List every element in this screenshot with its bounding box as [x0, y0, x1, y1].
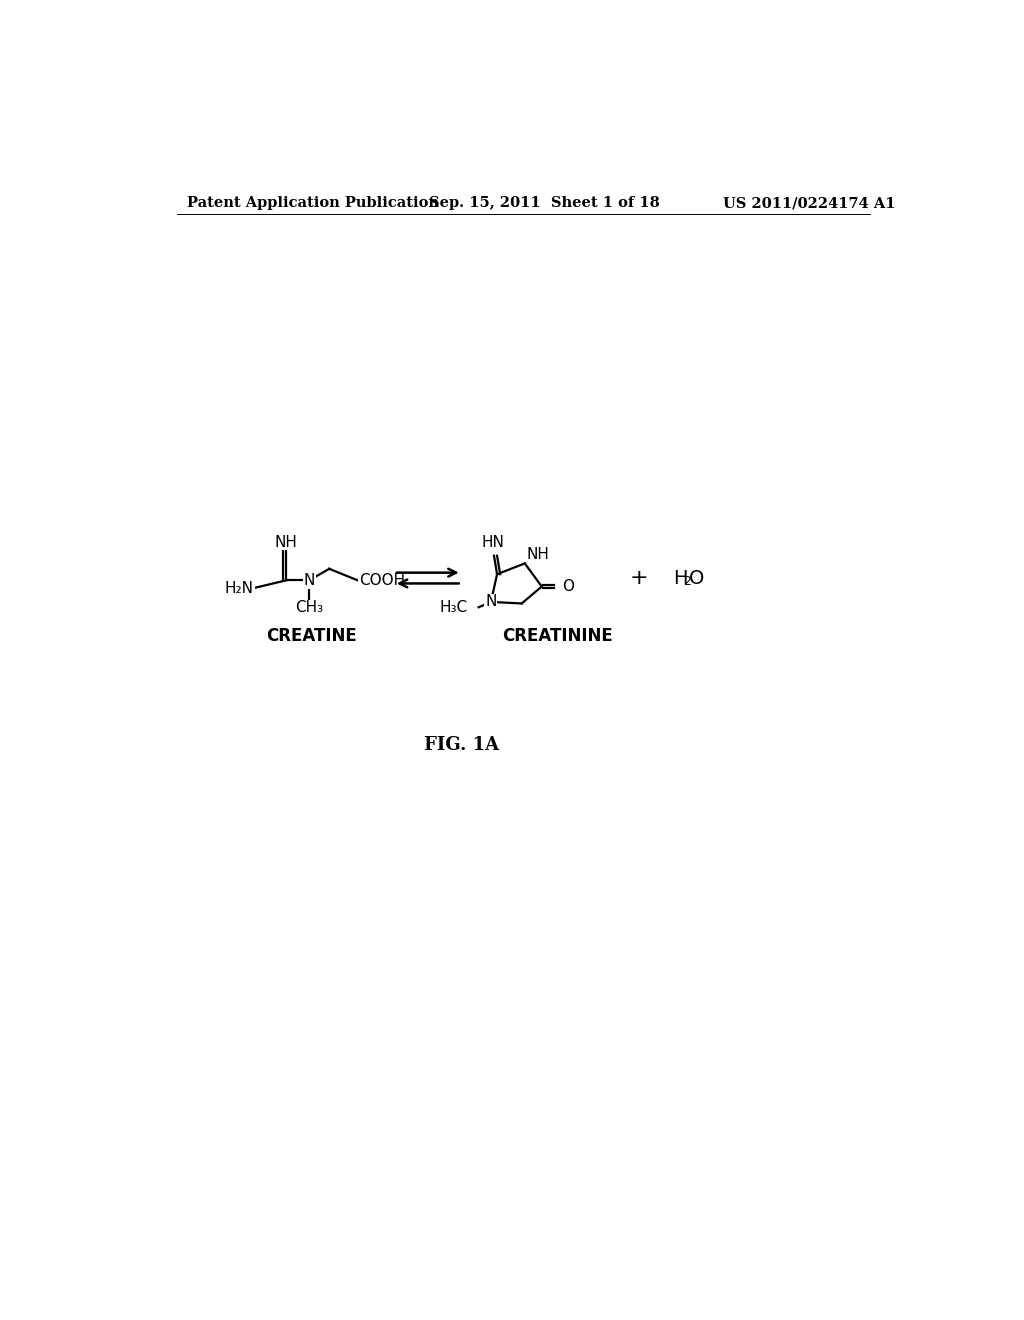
- Text: FIG. 1A: FIG. 1A: [424, 737, 500, 754]
- Text: O: O: [562, 579, 573, 594]
- Text: NH: NH: [526, 546, 549, 562]
- Text: Sep. 15, 2011  Sheet 1 of 18: Sep. 15, 2011 Sheet 1 of 18: [429, 197, 660, 210]
- Text: Patent Application Publication: Patent Application Publication: [186, 197, 438, 210]
- Text: US 2011/0224174 A1: US 2011/0224174 A1: [724, 197, 896, 210]
- Text: +: +: [630, 568, 648, 587]
- Text: N: N: [485, 594, 497, 610]
- Text: CREATININE: CREATININE: [503, 627, 613, 644]
- Text: NH: NH: [274, 535, 298, 549]
- Text: CH₃: CH₃: [295, 601, 324, 615]
- Text: COOH: COOH: [359, 573, 406, 587]
- Text: CREATINE: CREATINE: [266, 627, 357, 644]
- Text: O: O: [689, 569, 705, 587]
- Text: 2: 2: [683, 574, 690, 587]
- Text: H₂N: H₂N: [224, 581, 254, 595]
- Text: N: N: [303, 573, 315, 587]
- Text: H: H: [674, 569, 688, 587]
- Text: H₃C: H₃C: [439, 599, 468, 615]
- Text: HN: HN: [481, 535, 504, 549]
